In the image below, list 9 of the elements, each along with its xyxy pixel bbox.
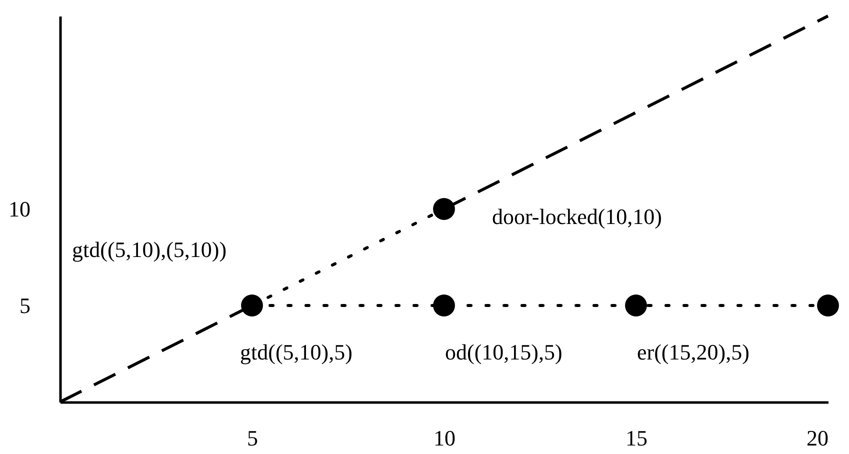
x-tick-label: 15 <box>626 426 648 450</box>
x-tick-label: 5 <box>247 426 258 450</box>
x-tick-label: 10 <box>434 426 456 450</box>
annotation: door-locked(10,10) <box>492 204 662 229</box>
annotation: gtd((5,10),(5,10)) <box>72 237 227 262</box>
annotation: od((10,15),5) <box>445 340 562 364</box>
annotation: er((15,20),5) <box>637 340 750 364</box>
annotation: gtd((5,10),5) <box>240 340 352 364</box>
x-tick-label: 20 <box>806 426 828 450</box>
